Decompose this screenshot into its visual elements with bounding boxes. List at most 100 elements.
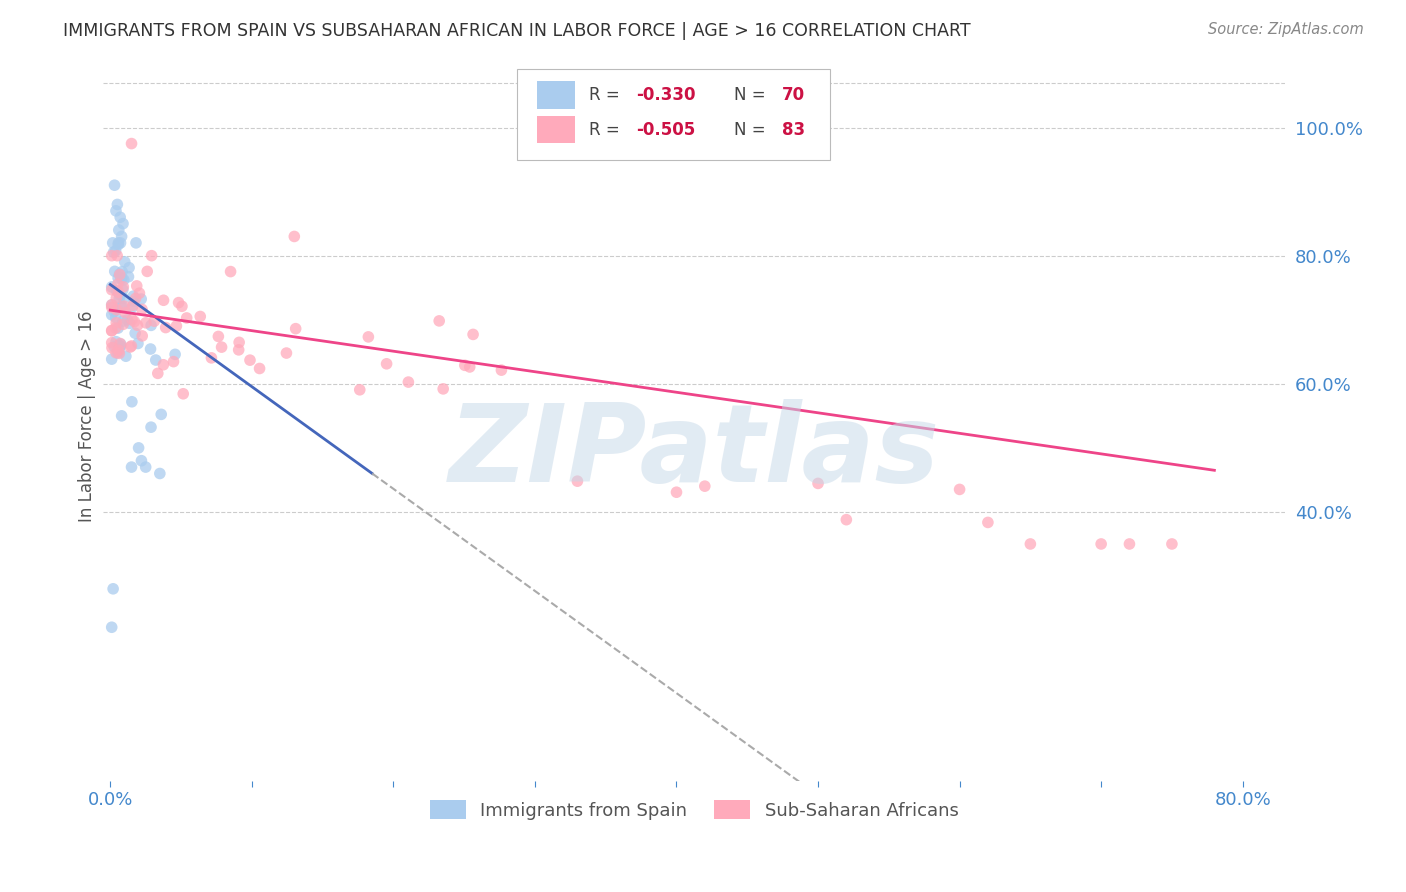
Point: [104, 264, 127, 278]
Point: [461, 327, 484, 342]
Point: [128, 286, 150, 301]
Point: [176, 310, 198, 325]
Point: [128, 441, 150, 455]
Point: [143, 314, 166, 328]
Point: [108, 211, 131, 225]
Point: [131, 302, 153, 317]
Point: [284, 321, 307, 335]
Point: [105, 197, 128, 211]
Text: N =: N =: [734, 120, 772, 138]
Point: [124, 292, 146, 306]
Point: [110, 229, 132, 244]
Point: [110, 409, 132, 423]
Point: [135, 460, 157, 475]
Point: [110, 300, 132, 314]
Point: [107, 277, 129, 292]
Point: [100, 298, 122, 312]
Point: [100, 324, 122, 338]
Point: [108, 339, 131, 353]
Point: [101, 341, 124, 355]
Point: [122, 294, 145, 309]
Point: [110, 271, 132, 285]
Point: [103, 340, 125, 354]
Text: 83: 83: [782, 120, 804, 138]
Point: [139, 342, 162, 356]
Point: [124, 326, 146, 341]
Point: [107, 223, 129, 237]
Point: [349, 383, 371, 397]
Bar: [537, 116, 575, 144]
Point: [165, 347, 187, 361]
Point: [100, 620, 122, 634]
Point: [207, 329, 229, 343]
Point: [567, 474, 589, 488]
Point: [835, 513, 858, 527]
Point: [118, 316, 141, 330]
Point: [1118, 537, 1140, 551]
Point: [112, 299, 135, 313]
Point: [108, 267, 131, 281]
Point: [139, 318, 162, 333]
Text: 70: 70: [782, 87, 804, 104]
Y-axis label: In Labor Force | Age > 16: In Labor Force | Age > 16: [79, 310, 96, 522]
Point: [107, 346, 129, 360]
Point: [111, 314, 134, 328]
Point: [104, 203, 127, 218]
Point: [112, 318, 135, 332]
Point: [108, 268, 131, 282]
Point: [396, 375, 419, 389]
Point: [110, 337, 132, 351]
Point: [131, 329, 153, 343]
Point: [100, 283, 122, 297]
Point: [122, 289, 145, 303]
Legend: Immigrants from Spain, Sub-Saharan Africans: Immigrants from Spain, Sub-Saharan Afric…: [422, 793, 966, 827]
Point: [114, 306, 136, 320]
Text: -0.330: -0.330: [637, 87, 696, 104]
Point: [100, 335, 122, 350]
Point: [228, 343, 250, 357]
Point: [110, 235, 132, 250]
Text: N =: N =: [734, 87, 772, 104]
Point: [111, 300, 134, 314]
Point: [432, 382, 454, 396]
Point: [170, 299, 193, 313]
Text: R =: R =: [589, 120, 626, 138]
Point: [107, 235, 129, 250]
Point: [103, 304, 125, 318]
Point: [807, 476, 830, 491]
Point: [276, 346, 298, 360]
Point: [108, 341, 131, 355]
Point: [105, 345, 128, 359]
Point: [977, 516, 1000, 530]
Point: [200, 351, 222, 365]
Point: [155, 320, 177, 334]
Point: [108, 288, 131, 302]
Point: [100, 308, 122, 322]
Text: R =: R =: [589, 87, 626, 104]
Point: [1090, 537, 1112, 551]
Point: [693, 479, 716, 493]
Point: [104, 244, 127, 258]
Point: [105, 291, 128, 305]
Point: [1019, 537, 1042, 551]
Point: [141, 249, 163, 263]
Point: [948, 483, 970, 497]
Point: [107, 343, 129, 358]
Point: [115, 349, 138, 363]
Point: [188, 310, 211, 324]
Text: Source: ZipAtlas.com: Source: ZipAtlas.com: [1208, 22, 1364, 37]
Point: [135, 316, 157, 330]
Point: [1161, 537, 1184, 551]
Point: [117, 269, 139, 284]
Point: [127, 318, 149, 333]
Point: [239, 353, 262, 368]
Point: [112, 217, 135, 231]
Point: [118, 260, 141, 275]
Point: [110, 339, 132, 353]
Point: [136, 264, 159, 278]
Point: [152, 358, 174, 372]
Point: [111, 265, 134, 279]
Point: [105, 249, 128, 263]
Point: [108, 291, 131, 305]
Point: [112, 291, 135, 305]
